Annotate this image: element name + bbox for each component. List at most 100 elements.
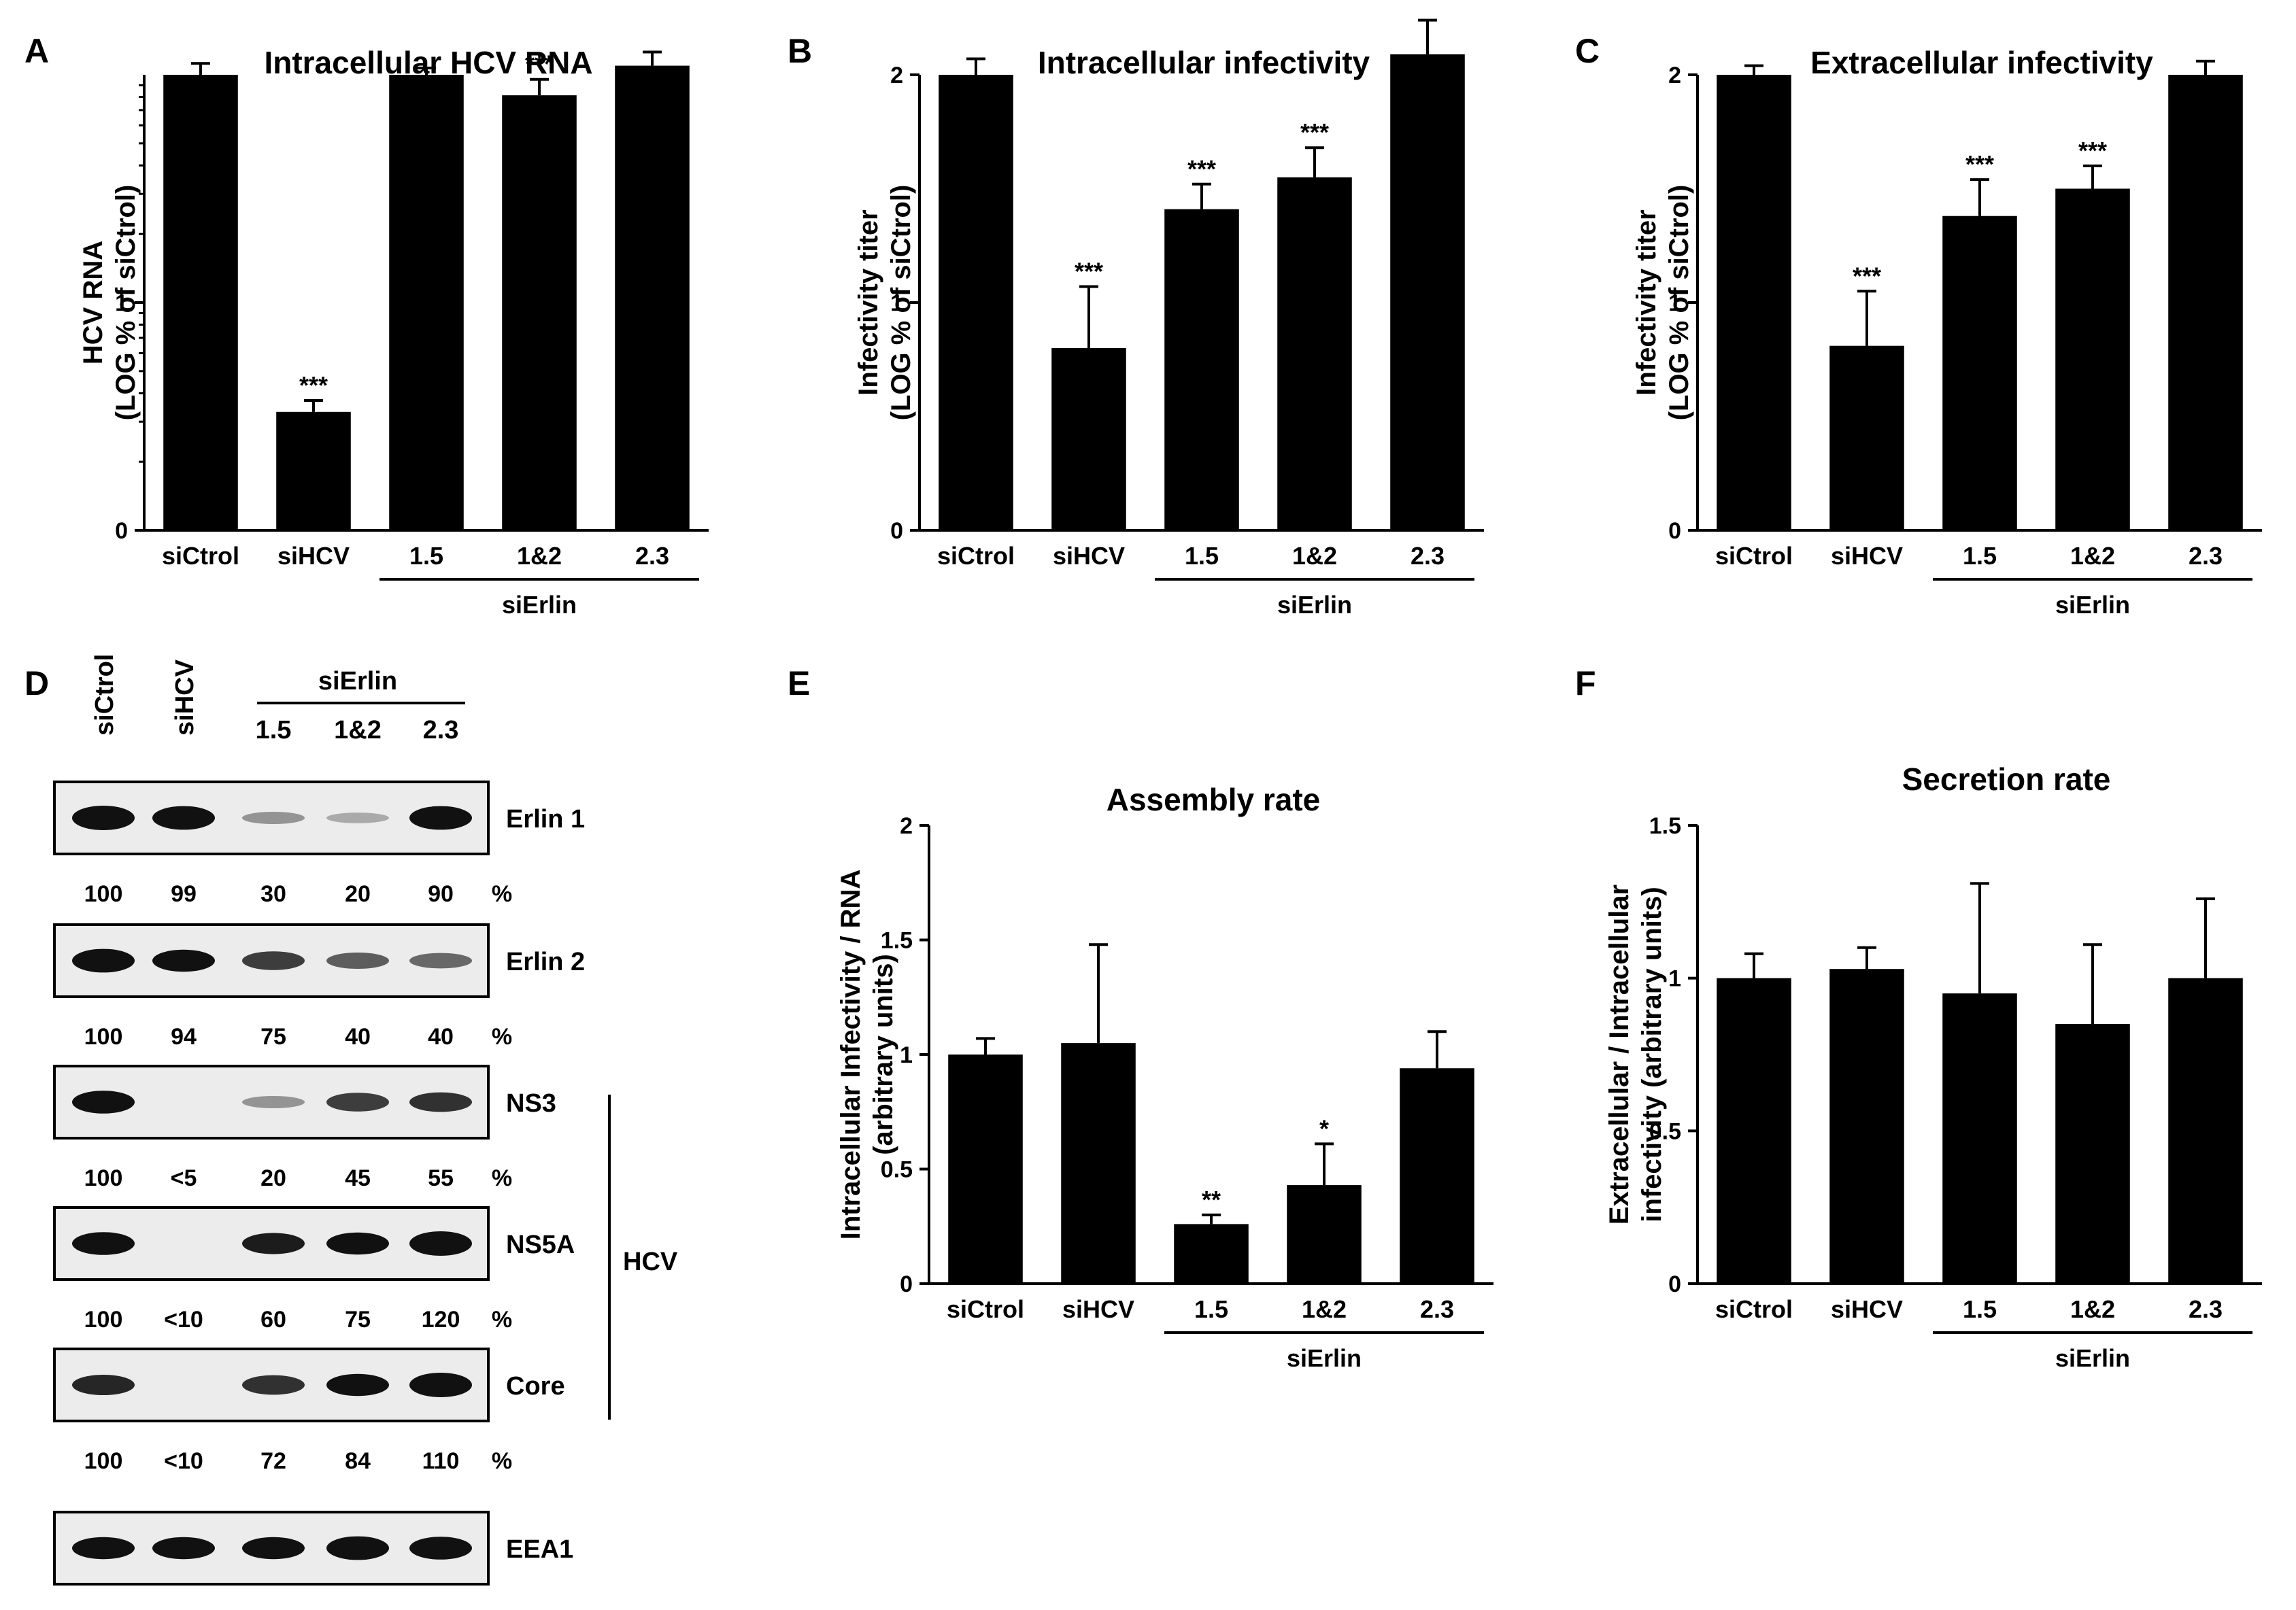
chart-title: Secretion rate <box>1902 761 2111 797</box>
hcv-label: HCV <box>623 1248 678 1276</box>
category-label-1: siHCV <box>1831 542 1903 570</box>
bar-3 <box>2055 188 2130 530</box>
bar-2 <box>1164 209 1239 530</box>
category-label-3: 1&2 <box>1302 1295 1347 1323</box>
panel-letter-e: E <box>788 664 810 702</box>
quant-value-3-1: <10 <box>164 1307 203 1333</box>
quant-value-4-3: 84 <box>345 1448 371 1474</box>
bar-0 <box>948 1055 1023 1284</box>
bar-1 <box>1051 348 1126 530</box>
blot-band-1-1 <box>152 949 215 972</box>
y-axis-label: Extracellular / Intracellular infectivity… <box>1604 885 1667 1224</box>
quant-value-4-1: <10 <box>164 1448 203 1474</box>
bar-0 <box>163 75 238 530</box>
blot-label-2: NS3 <box>506 1089 556 1118</box>
y-axis-label-line: Intracellular Infectivity / RNA <box>836 870 866 1240</box>
quant-value-0-4: 90 <box>428 881 454 907</box>
chart-title: Intracellular HCV RNA <box>264 45 592 80</box>
blot-band-4-2 <box>242 1375 305 1395</box>
y-tick-label: 0 <box>890 518 903 544</box>
blot-band-1-4 <box>409 953 472 969</box>
significance-label-3: *** <box>525 50 554 78</box>
y-tick-label: 0 <box>1668 518 1681 544</box>
blot-band-1-0 <box>72 948 135 973</box>
category-label-3: 1&2 <box>2070 542 2115 570</box>
category-label-2: 1.5 <box>409 542 443 570</box>
y-axis-label-line: Infectivity titer <box>1632 209 1661 395</box>
bar-0 <box>1717 75 1791 530</box>
quant-value-3-2: 60 <box>260 1307 286 1333</box>
bar-4 <box>2168 978 2243 1284</box>
blot-label-4: Core <box>506 1372 565 1401</box>
blot-band-2-2 <box>242 1096 305 1108</box>
y-tick-label: 2 <box>900 813 913 839</box>
category-label-1: siHCV <box>277 542 350 570</box>
panel-letter-b: B <box>788 32 812 70</box>
sierlin-group-label: siErlin <box>318 667 397 696</box>
blot-band-0-3 <box>326 812 389 823</box>
blot-band-0-2 <box>242 812 305 824</box>
significance-label-3: *** <box>2078 137 2107 165</box>
blot-band-5-0 <box>72 1537 135 1560</box>
blot-band-5-3 <box>326 1536 389 1560</box>
bar-2 <box>1174 1224 1249 1284</box>
panel-letter-c: C <box>1575 32 1600 70</box>
bar-3 <box>1287 1185 1362 1284</box>
blot-band-4-0 <box>72 1375 135 1395</box>
chart-extracellular-infectivity: Extracellular infectivity Infectivity tit… <box>1632 45 2262 619</box>
significance-label-3: * <box>1319 1114 1329 1142</box>
percent-sign-2: % <box>492 1165 512 1191</box>
category-label-1: siHCV <box>1053 542 1125 570</box>
y-tick-label: 0.5 <box>881 1157 913 1183</box>
blot-band-0-1 <box>152 806 215 830</box>
quant-value-1-1: 94 <box>171 1024 197 1050</box>
blot-band-3-3 <box>326 1232 389 1255</box>
blot-band-2-4 <box>409 1092 472 1112</box>
group-label: siErlin <box>2055 1344 2130 1372</box>
quant-value-3-4: 120 <box>422 1307 460 1333</box>
quant-value-2-0: 100 <box>84 1165 123 1191</box>
significance-label-2: *** <box>1187 155 1216 183</box>
bar-2 <box>389 75 464 530</box>
y-tick-label: 0.5 <box>1649 1118 1681 1144</box>
category-label-3: 1&2 <box>517 542 562 570</box>
quant-value-2-2: 20 <box>260 1165 286 1191</box>
significance-label-1: *** <box>299 371 328 399</box>
percent-sign-0: % <box>492 881 512 907</box>
lane-label-4: 2.3 <box>423 716 459 744</box>
lane-label-2: 1.5 <box>256 716 292 744</box>
blot-band-4-4 <box>409 1373 472 1397</box>
blot-band-5-1 <box>152 1537 215 1560</box>
category-label-2: 1.5 <box>1194 1295 1228 1323</box>
bar-1 <box>1829 345 1904 530</box>
significance-label-1: *** <box>1075 258 1103 286</box>
group-label: siErlin <box>2055 591 2130 619</box>
y-axis-label: Infectivity titer (LOG % of siCtrol) <box>854 185 916 421</box>
category-label-3: 1&2 <box>2070 1295 2115 1323</box>
y-axis-label: Intracellular Infectivity / RNA (arbitrar… <box>836 870 898 1240</box>
category-label-3: 1&2 <box>1292 542 1337 570</box>
percent-sign-1: % <box>492 1024 512 1050</box>
panel-letter-f: F <box>1575 664 1596 702</box>
bar-3 <box>2055 1024 2130 1284</box>
bar-1 <box>1829 969 1904 1284</box>
y-tick-label: 1 <box>1668 966 1681 992</box>
chart-title: Intracellular infectivity <box>1038 45 1370 80</box>
y-tick-label: 1.5 <box>1649 813 1681 839</box>
category-label-0: siCtrol <box>162 542 239 570</box>
chart-assembly-rate: Assembly rate Intracellular Infectivity /… <box>836 782 1493 1372</box>
chart-intracellular-infectivity: Intracellular infectivity Infectivity tit… <box>854 18 1484 619</box>
category-label-2: 1.5 <box>1963 542 1997 570</box>
category-label-4: 2.3 <box>1420 1295 1454 1323</box>
y-axis-label-line: HCV RNA <box>78 241 108 364</box>
chart-title: Extracellular infectivity <box>1810 45 2153 80</box>
quant-value-1-4: 40 <box>428 1024 454 1050</box>
significance-label-1: *** <box>1853 262 1881 290</box>
group-label: siErlin <box>1277 591 1352 619</box>
blot-label-5: EEA1 <box>506 1535 573 1564</box>
significance-label-2: ** <box>1202 1186 1221 1214</box>
bar-4 <box>1400 1068 1474 1284</box>
blot-band-3-2 <box>242 1233 305 1254</box>
panel-letter-d: D <box>24 664 49 702</box>
